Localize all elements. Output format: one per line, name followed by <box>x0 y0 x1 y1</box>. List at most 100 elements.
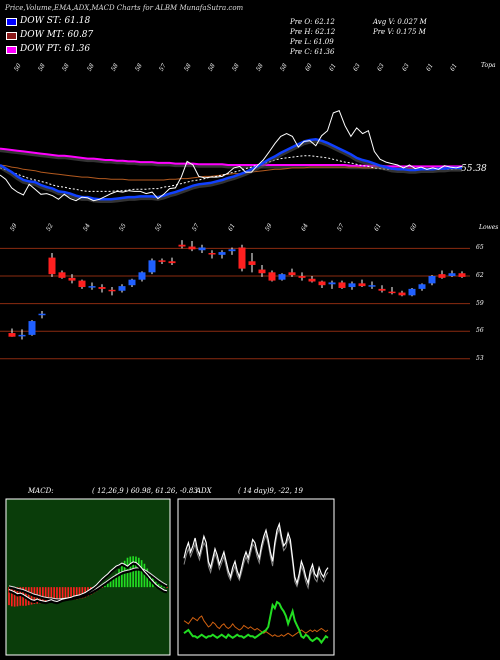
candle-body <box>348 283 356 288</box>
macd-bar-40 <box>121 564 123 588</box>
candle-body <box>178 244 186 247</box>
candle-body <box>458 273 466 277</box>
candle-body <box>448 273 456 276</box>
candle-39 <box>398 290 406 297</box>
adx-plus-di-line <box>183 600 329 645</box>
macd-bar-3 <box>16 587 19 607</box>
macd-bar-37 <box>112 578 115 588</box>
candle-body <box>188 246 196 250</box>
candle-body <box>28 321 36 335</box>
candle-body <box>288 272 296 276</box>
level-label-3: 56 <box>476 327 484 335</box>
candle-28 <box>288 268 296 277</box>
candle-34 <box>348 281 356 290</box>
candle-15 <box>158 258 166 265</box>
macd-bar-2 <box>13 587 16 607</box>
adx-panel-bg <box>177 498 335 656</box>
candle-6 <box>68 274 76 284</box>
candle-11 <box>118 284 126 293</box>
macd-bar-33 <box>101 587 103 588</box>
candle-4 <box>48 253 56 277</box>
candle-12 <box>128 278 136 288</box>
pre-low: Pre L: 61.09 <box>290 38 334 46</box>
candle-38 <box>388 287 396 295</box>
pre-open: Pre O: 62.12 <box>290 18 335 26</box>
candle-7 <box>78 279 86 289</box>
pre-close: Pre C: 61.36 <box>290 48 335 56</box>
candle-33 <box>338 280 346 289</box>
macd-bar-36 <box>109 581 112 588</box>
macd-bar-54 <box>160 585 163 588</box>
candle-30 <box>308 276 316 283</box>
candle-45 <box>458 271 466 278</box>
candle-20 <box>208 250 216 259</box>
candle-36 <box>368 281 376 289</box>
candle-26 <box>268 270 276 282</box>
dow-pt-swatch <box>6 46 17 54</box>
macd-bar-41 <box>123 560 126 588</box>
macd-bar-48 <box>143 563 146 588</box>
candle-body <box>8 333 16 337</box>
macd-panel-bg <box>5 498 171 656</box>
candle-37 <box>378 285 386 293</box>
macd-bar-15 <box>50 587 53 603</box>
candle-body <box>268 272 276 281</box>
macd-bar-55 <box>163 586 166 588</box>
macd-bar-47 <box>140 560 143 588</box>
macd-bar-18 <box>58 587 61 602</box>
adx-dx-line <box>183 521 329 586</box>
candle-body <box>418 284 426 289</box>
candle-body <box>248 261 256 265</box>
candle-body <box>378 288 386 291</box>
candle-panel-top-label: Lowes <box>479 224 499 231</box>
macd-bar-20 <box>64 587 67 601</box>
candle-42 <box>428 275 436 286</box>
pre-volume: Pre V: 0.175 M <box>373 28 426 36</box>
candle-body <box>98 287 106 289</box>
candle-body <box>148 260 156 273</box>
macd-bar-25 <box>78 587 81 599</box>
macd-line <box>8 561 168 603</box>
macd-bar-53 <box>157 584 160 588</box>
macd-bar-19 <box>61 587 64 602</box>
candle-body <box>358 283 366 287</box>
candle-43 <box>438 270 446 279</box>
macd-bar-7 <box>27 587 30 606</box>
ema-fast-line <box>0 138 462 201</box>
macd-bar-44 <box>132 556 134 588</box>
macd-bar-39 <box>118 569 120 588</box>
adx-dx-shadow <box>183 526 329 590</box>
macd-bar-12 <box>42 587 44 604</box>
level-label-0: 65 <box>476 244 484 252</box>
candle-17 <box>178 240 186 249</box>
macd-bar-26 <box>81 587 84 599</box>
dow-st-swatch <box>6 18 17 26</box>
candle-body <box>108 289 116 292</box>
candle-body <box>228 249 236 252</box>
candle-body <box>218 252 226 255</box>
candle-body <box>388 291 396 294</box>
macd-bar-0 <box>8 587 10 606</box>
candle-body <box>298 276 306 278</box>
dow-pt-label: DOW PT: 61.36 <box>20 44 91 54</box>
candle-body <box>278 274 286 280</box>
candle-1 <box>18 329 26 340</box>
candle-body <box>168 261 176 264</box>
candle-19 <box>198 244 206 253</box>
candle-body <box>238 247 246 269</box>
candle-body <box>328 282 336 285</box>
macd-params: ( 12,26,9 ) 60.98, 61.26, -0.83 <box>92 487 198 495</box>
candle-body <box>438 274 446 278</box>
macd-bar-38 <box>115 573 118 588</box>
candle-0 <box>8 328 16 337</box>
candle-body <box>208 253 216 255</box>
macd-bar-21 <box>67 587 70 601</box>
candle-body <box>308 278 316 282</box>
macd-bar-56 <box>166 587 168 588</box>
candle-body <box>158 260 166 262</box>
dow-st-label: DOW ST: 61.18 <box>20 16 91 26</box>
candle-14 <box>148 258 156 275</box>
candle-body <box>78 280 86 288</box>
